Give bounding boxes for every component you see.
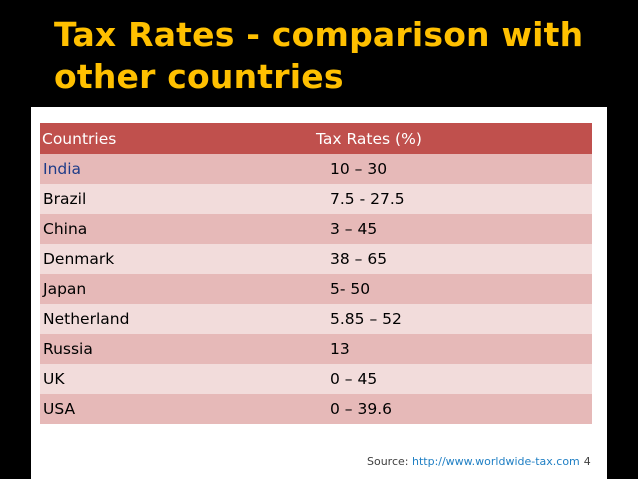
header-tax-rates: Tax Rates (%) — [314, 123, 592, 154]
rate-cell: 3 – 45 — [314, 214, 592, 244]
source-link[interactable]: http://www.worldwide-tax.com — [411, 455, 580, 468]
slide-title: Tax Rates - comparison with other countr… — [54, 15, 584, 96]
table-row: UK 0 – 45 — [40, 364, 592, 394]
header-countries: Countries — [40, 123, 314, 154]
rate-cell: 5.85 – 52 — [314, 304, 592, 334]
table-row: China 3 – 45 — [40, 214, 592, 244]
table-row: India 10 – 30 — [40, 154, 592, 184]
rate-cell: 5- 50 — [314, 274, 592, 304]
country-cell: UK — [40, 364, 314, 394]
source-line: Source: http://www.worldwide-tax.com 4 — [367, 455, 591, 468]
content-panel: Countries Tax Rates (%) India 10 – 30 Br… — [31, 107, 607, 479]
rate-cell: 38 – 65 — [314, 244, 592, 274]
country-cell: Netherland — [40, 304, 314, 334]
country-cell: USA — [40, 394, 314, 424]
table-row: USA 0 – 39.6 — [40, 394, 592, 424]
rate-cell: 0 – 39.6 — [314, 394, 592, 424]
rate-cell: 7.5 - 27.5 — [314, 184, 592, 214]
rate-cell: 10 – 30 — [314, 154, 592, 184]
table-row: Russia 13 — [40, 334, 592, 364]
country-cell: Denmark — [40, 244, 314, 274]
tax-rates-table: Countries Tax Rates (%) India 10 – 30 Br… — [40, 123, 592, 424]
rate-cell: 0 – 45 — [314, 364, 592, 394]
table-row: Brazil 7.5 - 27.5 — [40, 184, 592, 214]
country-cell: India — [40, 154, 314, 184]
table-row: Japan 5- 50 — [40, 274, 592, 304]
country-cell: Brazil — [40, 184, 314, 214]
country-cell: Japan — [40, 274, 314, 304]
slide-number: 4 — [583, 455, 591, 468]
table-row: Netherland 5.85 – 52 — [40, 304, 592, 334]
country-cell: Russia — [40, 334, 314, 364]
source-label: Source: — [367, 455, 412, 468]
country-cell: China — [40, 214, 314, 244]
table-row: Denmark 38 – 65 — [40, 244, 592, 274]
rate-cell: 13 — [314, 334, 592, 364]
table-header-row: Countries Tax Rates (%) — [40, 123, 592, 154]
